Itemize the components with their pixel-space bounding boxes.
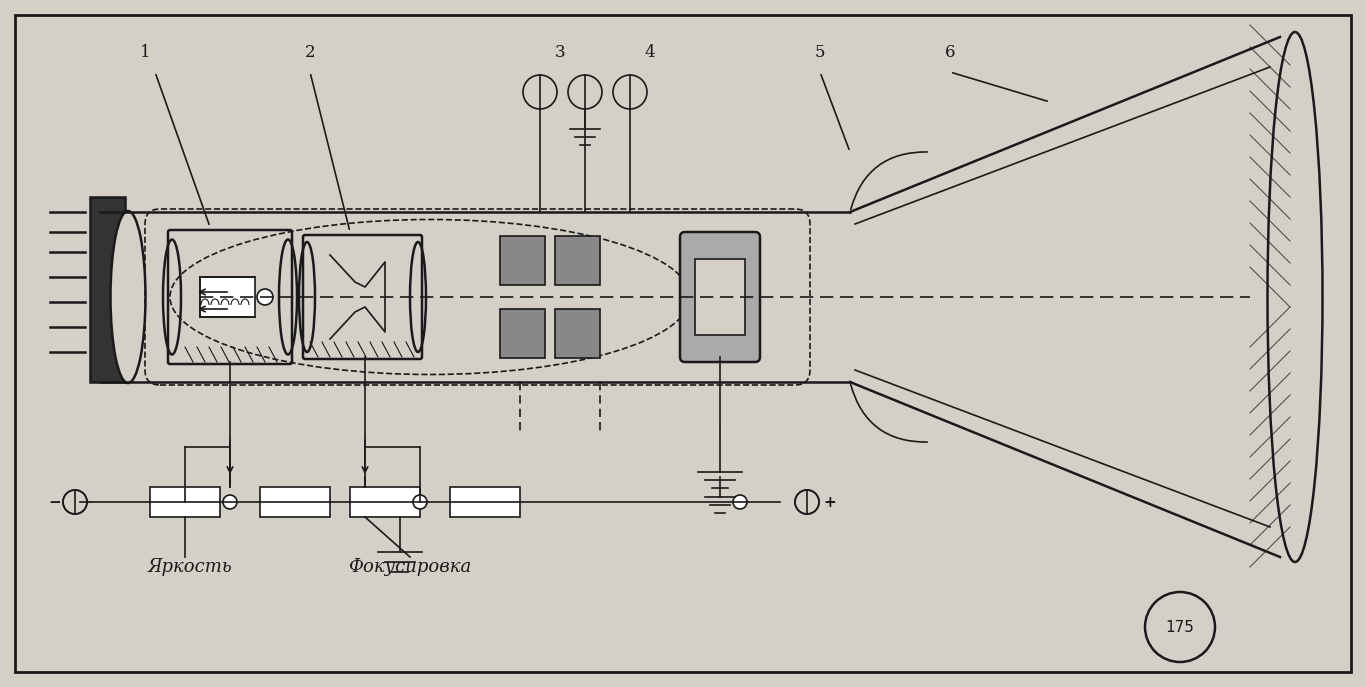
Bar xyxy=(500,309,545,358)
Text: 4: 4 xyxy=(645,44,656,61)
Text: 1: 1 xyxy=(139,44,150,61)
Text: 5: 5 xyxy=(814,44,825,61)
Circle shape xyxy=(223,495,236,509)
FancyBboxPatch shape xyxy=(680,232,759,362)
Bar xyxy=(90,197,126,382)
Circle shape xyxy=(257,289,273,305)
Ellipse shape xyxy=(111,211,146,383)
Text: 3: 3 xyxy=(555,44,566,61)
Text: +: + xyxy=(824,495,836,510)
Bar xyxy=(260,487,331,517)
Bar xyxy=(555,309,600,358)
Text: 175: 175 xyxy=(1165,620,1194,635)
Circle shape xyxy=(413,495,428,509)
Bar xyxy=(199,277,255,317)
Bar xyxy=(695,259,744,335)
Bar xyxy=(555,236,600,285)
Bar xyxy=(449,487,520,517)
Text: −: − xyxy=(49,495,61,510)
Circle shape xyxy=(734,495,747,509)
Text: 6: 6 xyxy=(945,44,955,61)
Bar xyxy=(500,236,545,285)
Bar xyxy=(350,487,419,517)
Text: Фокусировка: Фокусировка xyxy=(348,558,471,576)
Text: Яркость: Яркость xyxy=(148,558,232,576)
Bar xyxy=(150,487,220,517)
Text: 2: 2 xyxy=(305,44,316,61)
